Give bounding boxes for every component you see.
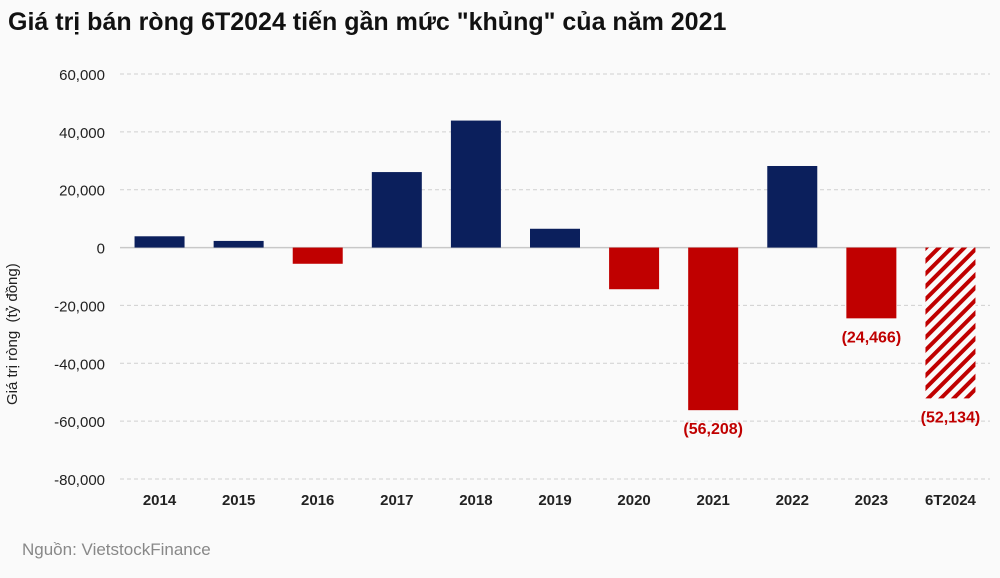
- x-tick-label: 2020: [617, 492, 650, 509]
- y-tick-label: 0: [97, 241, 105, 258]
- source-note: Nguồn: VietstockFinance: [22, 540, 211, 559]
- bar-2017: [371, 172, 422, 248]
- data-label: (24,466): [842, 329, 902, 346]
- x-tick-label: 6T2024: [925, 492, 977, 509]
- y-tick-label: -20,000: [54, 298, 105, 315]
- x-tick-label: 2015: [222, 492, 255, 509]
- x-tick-label: 2016: [301, 492, 334, 509]
- bar-2023: [846, 247, 897, 319]
- y-tick-label: -40,000: [54, 356, 105, 373]
- x-tick-label: 2023: [855, 492, 888, 509]
- bar-2020: [609, 247, 660, 290]
- y-tick-label: 60,000: [59, 67, 105, 84]
- bar-6T2024: [925, 247, 976, 399]
- x-tick-label: 2018: [459, 492, 492, 509]
- bar-2014: [134, 236, 185, 248]
- y-tick-label: -60,000: [54, 414, 105, 431]
- bar-2019: [530, 228, 580, 248]
- x-tick-label: 2022: [776, 492, 809, 509]
- x-tick-label: 2019: [538, 492, 571, 509]
- bar-2021: [688, 247, 739, 411]
- chart-title: Giá trị bán ròng 6T2024 tiến gần mức "kh…: [8, 8, 727, 36]
- x-tick-label: 2017: [380, 492, 413, 509]
- bar-2015: [213, 240, 264, 248]
- x-tick-label: 2014: [143, 492, 177, 509]
- y-tick-label: -80,000: [54, 472, 105, 489]
- data-label: (56,208): [683, 421, 743, 438]
- bar-2022: [767, 165, 818, 248]
- data-label: (52,134): [921, 409, 981, 426]
- bar-2016: [292, 247, 343, 264]
- bar-2018: [450, 120, 501, 248]
- y-tick-label: 20,000: [59, 183, 105, 200]
- y-tick-label: 40,000: [59, 125, 105, 142]
- x-tick-label: 2021: [696, 492, 729, 509]
